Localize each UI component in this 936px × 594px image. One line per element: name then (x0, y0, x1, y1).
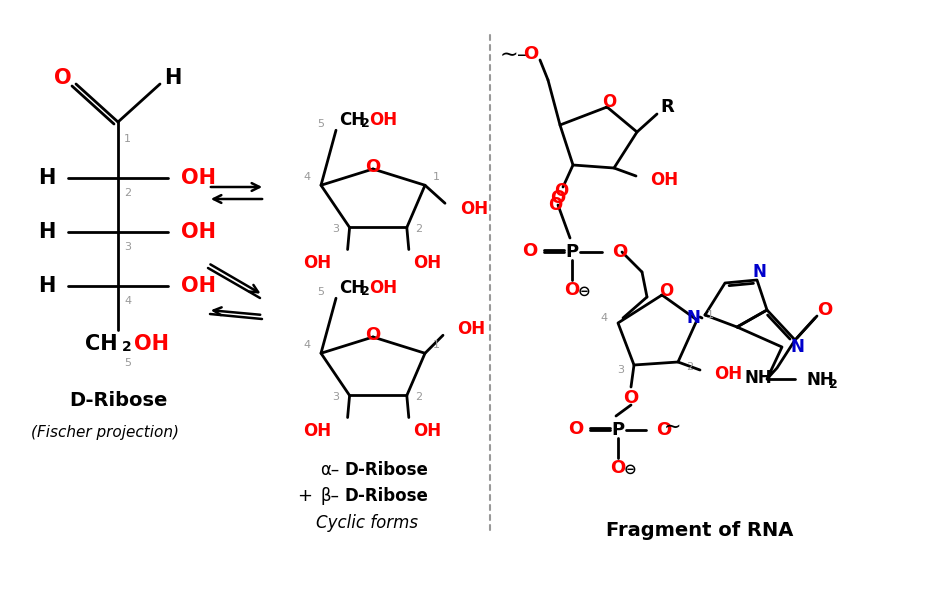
Text: N: N (752, 263, 766, 281)
Text: OH: OH (181, 168, 216, 188)
Text: O: O (623, 389, 638, 407)
Text: N: N (790, 338, 804, 356)
Text: O: O (554, 182, 568, 200)
Text: –: – (517, 46, 527, 65)
Text: P: P (565, 243, 578, 261)
Text: 4: 4 (304, 172, 311, 182)
Text: OH: OH (303, 254, 331, 273)
Text: H: H (37, 276, 55, 296)
Text: O: O (365, 158, 381, 176)
Text: D-Ribose: D-Ribose (345, 461, 429, 479)
Text: O: O (564, 281, 579, 299)
Text: OH: OH (303, 422, 331, 441)
Text: O: O (521, 242, 537, 260)
Text: OH: OH (134, 334, 169, 354)
Text: NH: NH (807, 371, 835, 389)
Text: Fragment of RNA: Fragment of RNA (607, 520, 794, 539)
Text: O: O (612, 243, 627, 261)
Text: 2: 2 (415, 225, 422, 235)
Text: OH: OH (460, 200, 489, 218)
Text: 3: 3 (617, 365, 624, 375)
Text: 5: 5 (317, 119, 324, 129)
Text: P: P (611, 421, 624, 439)
Text: 2: 2 (122, 340, 132, 354)
Text: OH: OH (714, 365, 742, 383)
Text: OH: OH (650, 171, 678, 189)
Text: OH: OH (413, 422, 441, 441)
Text: 2: 2 (829, 378, 838, 390)
Text: 4: 4 (124, 296, 131, 306)
Text: Cyclic forms: Cyclic forms (316, 514, 418, 532)
Text: β–: β– (320, 487, 340, 505)
Text: 2: 2 (361, 285, 370, 298)
Text: O: O (365, 326, 381, 344)
Text: 3: 3 (332, 393, 340, 403)
Text: O: O (656, 421, 671, 439)
Text: 1: 1 (124, 134, 131, 144)
Text: (Fischer projection): (Fischer projection) (31, 425, 179, 440)
Text: O: O (817, 301, 833, 319)
Text: ∼: ∼ (665, 417, 681, 437)
Text: CH: CH (339, 279, 365, 297)
Text: 1: 1 (433, 172, 440, 182)
Text: OH: OH (457, 320, 485, 338)
Text: CH: CH (85, 334, 118, 354)
Text: NH: NH (744, 369, 772, 387)
Text: α–: α– (320, 461, 340, 479)
Text: O: O (610, 459, 625, 477)
Text: D-Ribose: D-Ribose (69, 390, 168, 409)
Text: R: R (660, 98, 674, 116)
Text: OH: OH (181, 222, 216, 242)
Text: O: O (523, 45, 538, 63)
Text: 3: 3 (332, 225, 340, 235)
Text: O: O (659, 282, 673, 300)
Text: H: H (37, 222, 55, 242)
Text: 2: 2 (415, 393, 422, 403)
Text: OH: OH (181, 276, 216, 296)
Text: OH: OH (369, 279, 397, 297)
Text: O: O (550, 189, 565, 207)
Text: OH: OH (413, 254, 441, 273)
Text: 4: 4 (304, 340, 311, 350)
Text: D-Ribose: D-Ribose (345, 487, 429, 505)
Text: ⊖: ⊖ (578, 283, 591, 299)
Text: CH: CH (339, 111, 365, 129)
Text: O: O (568, 420, 583, 438)
Text: 1: 1 (433, 340, 440, 350)
Text: 2: 2 (124, 188, 131, 198)
Text: O: O (548, 196, 563, 214)
Text: 5: 5 (317, 287, 324, 297)
Text: N: N (686, 309, 700, 327)
Text: OH: OH (369, 111, 397, 129)
Text: 1: 1 (707, 310, 714, 320)
Text: ∼: ∼ (500, 45, 519, 65)
Text: +: + (298, 487, 313, 505)
Text: 3: 3 (124, 242, 131, 252)
Text: O: O (602, 93, 616, 111)
Text: H: H (37, 168, 55, 188)
Text: 4: 4 (601, 313, 608, 323)
Text: H: H (165, 68, 182, 88)
Text: 5: 5 (124, 358, 131, 368)
Text: 2: 2 (686, 362, 694, 372)
Text: ⊖: ⊖ (623, 462, 636, 476)
Text: 2: 2 (361, 117, 370, 129)
Text: O: O (54, 68, 72, 88)
